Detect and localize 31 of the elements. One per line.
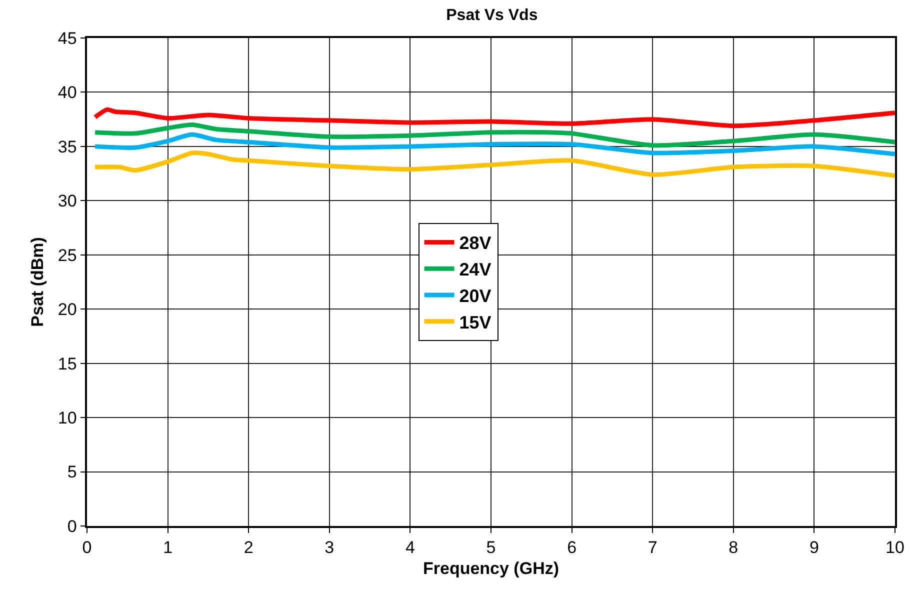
y-tick-label: 10	[58, 408, 77, 428]
x-tick-label: 7	[648, 538, 658, 558]
x-tick-label: 10	[886, 538, 904, 558]
x-tick-label: 5	[486, 538, 496, 558]
x-axis-title: Frequency (GHz)	[422, 559, 560, 578]
y-tick-label: 40	[58, 83, 77, 102]
x-tick-label: 3	[324, 538, 334, 558]
y-tick-label: 45	[58, 28, 77, 48]
x-tick-label: 0	[82, 538, 92, 558]
x-tick-label: 1	[163, 538, 173, 558]
legend-label: 20V	[459, 286, 492, 306]
line-series	[92, 107, 895, 128]
x-tick-label: 6	[567, 538, 577, 558]
y-tick-label: 20	[58, 300, 77, 320]
y-tick-label: 15	[58, 354, 77, 374]
legend-label: 15V	[459, 312, 492, 332]
legend-label: 24V	[459, 260, 492, 280]
line-series	[92, 122, 895, 148]
y-tick-label: 30	[58, 192, 77, 211]
line-series	[92, 132, 895, 156]
x-tick-label: 8	[728, 538, 738, 558]
x-tick-label: 2	[244, 538, 254, 558]
legend-label: 28V	[459, 233, 492, 254]
x-tick-label: 9	[809, 538, 819, 558]
x-tick-label: 4	[405, 538, 415, 558]
y-tick-label: 25	[58, 246, 77, 265]
y-tick-label: 5	[67, 462, 77, 482]
y-axis-title: Psat (dBm)	[28, 237, 47, 327]
y-tick-label: 35	[58, 137, 77, 156]
chart-title: Psat Vs Vds	[446, 7, 538, 24]
y-tick-label: 0	[67, 516, 77, 536]
